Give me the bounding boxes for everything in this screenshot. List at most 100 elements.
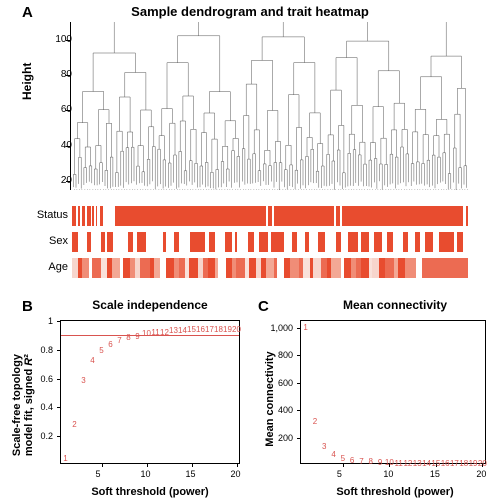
- heatmap-cell: [179, 258, 186, 278]
- data-point: 15: [187, 326, 196, 334]
- heatmap-label: Age: [20, 261, 68, 273]
- data-point: 10: [385, 459, 394, 467]
- panel-b-plot: 51015200.20.40.60.8112345678910111213141…: [60, 320, 240, 464]
- data-point: 3: [322, 443, 326, 451]
- xtick-label: 10: [383, 469, 393, 479]
- data-point: 13: [413, 460, 422, 468]
- heatmap-cell: [342, 206, 463, 226]
- heatmap-cell: [146, 232, 163, 252]
- data-point: 20: [478, 460, 487, 468]
- ytick-mark: [297, 438, 301, 439]
- xtick-mark: [102, 463, 103, 467]
- heatmap-cell: [218, 258, 226, 278]
- panel-a-ylabel: Height: [20, 63, 34, 100]
- heatmap-cell: [259, 232, 267, 252]
- heatmap-cell: [466, 206, 468, 226]
- ytick-mark: [66, 40, 70, 41]
- data-point: 17: [450, 460, 459, 468]
- xtick-label: 5: [96, 469, 101, 479]
- heatmap-cell: [372, 258, 379, 278]
- heatmap-label: Status: [20, 209, 68, 221]
- data-point: 9: [135, 333, 139, 341]
- heatmap-cell: [123, 258, 130, 278]
- ytick-mark: [297, 328, 301, 329]
- heatmap-cell: [215, 232, 224, 252]
- heatmap-cell: [82, 258, 89, 278]
- data-point: 13: [169, 327, 178, 335]
- xtick-mark: [192, 463, 193, 467]
- svg-text:•: •: [466, 189, 468, 190]
- heatmap-cell: [374, 232, 382, 252]
- data-point: 6: [108, 341, 112, 349]
- ytick-label: 800: [263, 350, 293, 360]
- figure: A Sample dendrogram and trait heatmap He…: [0, 0, 500, 500]
- data-point: 5: [341, 455, 345, 463]
- ytick-label: 0.2: [23, 431, 53, 441]
- data-point: 7: [359, 458, 363, 466]
- data-point: 4: [90, 357, 94, 365]
- data-point: 1: [303, 324, 307, 332]
- ytick-label: 200: [263, 433, 293, 443]
- xtick-mark: [237, 463, 238, 467]
- heatmap-cell: [189, 258, 198, 278]
- heatmap-cell: [78, 232, 86, 252]
- heatmap-cell: [208, 258, 215, 278]
- heatmap-cell: [422, 258, 467, 278]
- xtick-label: 15: [186, 469, 196, 479]
- data-point: 14: [422, 460, 431, 468]
- data-point: 2: [72, 421, 76, 429]
- heatmap-cell: [112, 258, 120, 278]
- ytick-mark: [57, 436, 61, 437]
- data-point: 20: [232, 326, 241, 334]
- data-point: 16: [441, 460, 450, 468]
- heatmap-cell: [303, 258, 310, 278]
- data-point: 15: [431, 460, 440, 468]
- heatmap-cell: [398, 258, 405, 278]
- data-point: 4: [331, 451, 335, 459]
- data-point: 18: [459, 460, 468, 468]
- panel-c-plot: 51015202004006008001,0001234567891011121…: [300, 320, 486, 464]
- data-point: 18: [214, 326, 223, 334]
- ytick-mark: [57, 321, 61, 322]
- ytick-label: 0.8: [23, 345, 53, 355]
- ytick-label: 400: [263, 405, 293, 415]
- panel-c: C Mean connectivity Mean connectivity So…: [250, 298, 500, 498]
- heatmap-label: Sex: [20, 235, 68, 247]
- data-point: 17: [205, 326, 214, 334]
- ytick-label: 0.6: [23, 374, 53, 384]
- heatmap-cell: [271, 232, 284, 252]
- heatmap-cell: [348, 232, 359, 252]
- ytick-mark: [297, 383, 301, 384]
- data-point: 8: [126, 334, 130, 342]
- xtick-mark: [147, 463, 148, 467]
- ytick-label: 600: [263, 378, 293, 388]
- heatmap-cell: [274, 206, 334, 226]
- xtick-label: 10: [141, 469, 151, 479]
- heatmap-cell: [103, 206, 115, 226]
- heatmap-cell: [266, 258, 274, 278]
- ytick-mark: [66, 75, 70, 76]
- data-point: 1: [63, 455, 67, 463]
- panel-c-title: Mean connectivity: [343, 298, 447, 312]
- heatmap-cell: [115, 206, 266, 226]
- data-point: 14: [178, 327, 187, 335]
- data-point: 19: [223, 326, 232, 334]
- ytick-mark: [57, 407, 61, 408]
- heatmap-cell: [225, 232, 232, 252]
- data-point: 5: [99, 347, 103, 355]
- heatmap-row-status: Status: [72, 206, 468, 226]
- data-point: 19: [469, 460, 478, 468]
- heatmap-cell: [237, 232, 248, 252]
- ytick-mark: [57, 379, 61, 380]
- panel-b-label: B: [22, 298, 33, 315]
- dendrogram: ••••••••••••••••••••••••••••••••••••••••…: [72, 22, 468, 190]
- data-point: 7: [117, 337, 121, 345]
- data-point: 9: [378, 459, 382, 467]
- panel-a-label: A: [22, 4, 33, 21]
- heatmap-cell: [249, 258, 256, 278]
- xtick-label: 5: [337, 469, 342, 479]
- heatmap-cell: [166, 258, 174, 278]
- ytick-mark: [297, 410, 301, 411]
- heatmap-cell: [385, 258, 394, 278]
- heatmap-cell: [154, 258, 161, 278]
